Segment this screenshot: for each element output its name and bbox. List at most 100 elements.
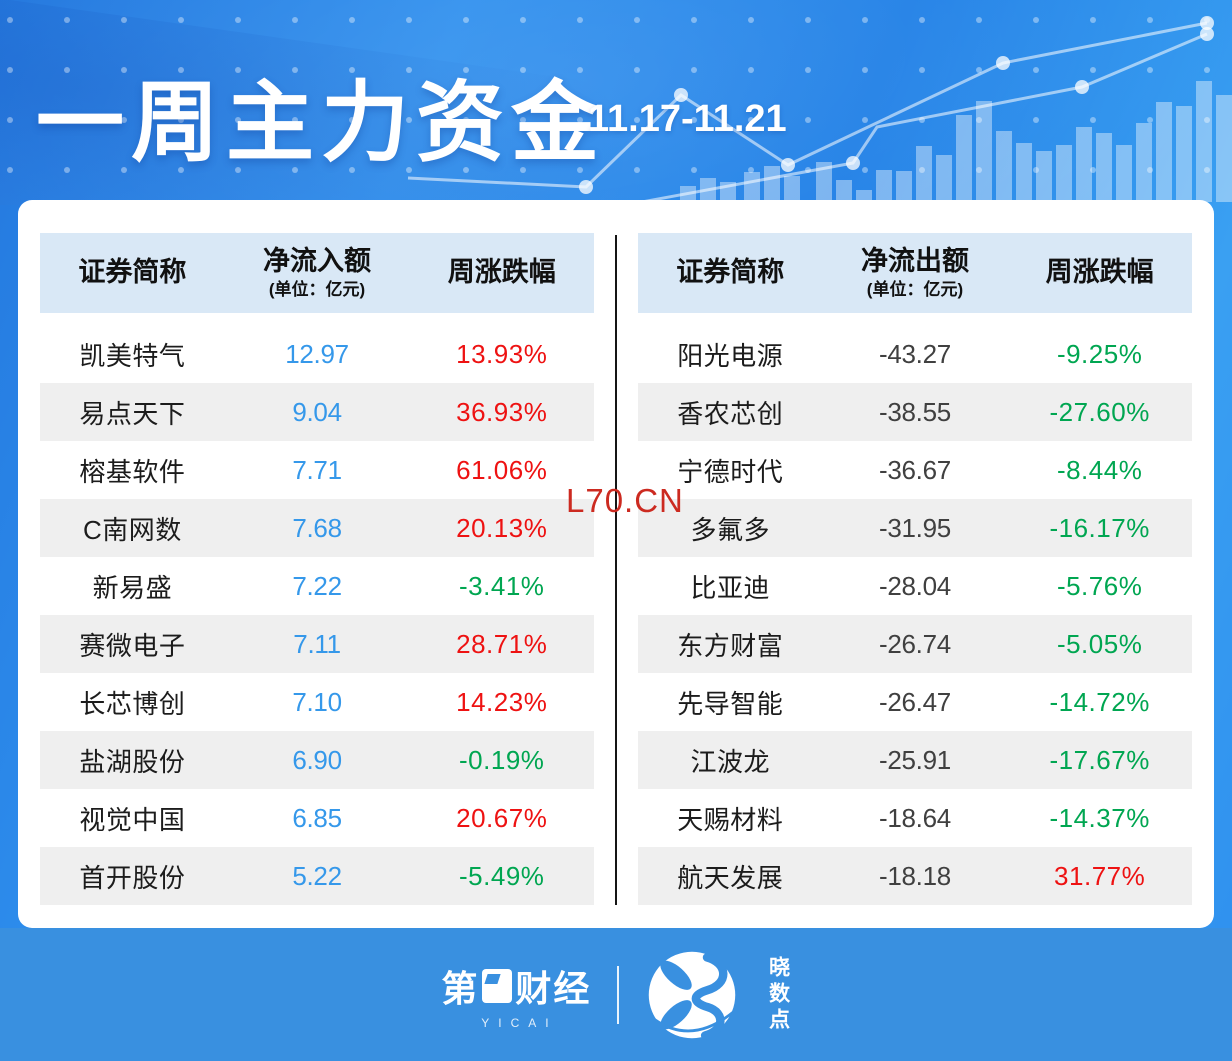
table-divider-line <box>615 235 618 905</box>
banner-chart-decoration <box>0 0 1232 205</box>
stock-name: 天赐材料 <box>677 804 784 835</box>
weekly-change-value: 13.93% <box>456 338 548 369</box>
column-header-change: 周涨跌幅 <box>1045 257 1154 288</box>
table-row: 视觉中国 6.85 20.67% <box>40 789 594 847</box>
footer: 第 财经 YICAI 晓数点 <box>0 928 1232 1061</box>
stock-name: 盐湖股份 <box>79 746 186 777</box>
table-row: 凯美特气 12.97 13.93% <box>40 325 594 383</box>
table-row: 香农芯创 -38.55 -27.60% <box>637 383 1192 441</box>
stock-name: 比亚迪 <box>690 572 771 603</box>
table-row: 天赐材料 -18.64 -14.37% <box>638 789 1192 847</box>
stock-name: C南网数 <box>82 514 182 545</box>
table-row: 长芯博创 7.10 14.23% <box>40 673 594 731</box>
weekly-change-value: -9.25% <box>1056 338 1143 369</box>
date-range: 11.17-11.21 <box>588 98 787 140</box>
net-outflow-table-body: 阳光电源 -43.27 -9.25% 香农芯创 -38.55 -27.60% 宁… <box>637 325 1192 905</box>
table-row: 江波龙 -25.91 -17.67% <box>637 731 1192 789</box>
net-amount-value: 6.90 <box>292 744 342 775</box>
stock-name: 东方财富 <box>677 630 784 661</box>
table-row: 东方财富 -26.74 -5.05% <box>637 615 1192 673</box>
table-row: 比亚迪 -28.04 -5.76% <box>638 557 1192 615</box>
column-header-amount: 净流出额 (单位：亿元) <box>823 246 1008 299</box>
net-inflow-table-header: 证券简称 净流入额 (单位：亿元) 周涨跌幅 <box>40 233 595 313</box>
table-row: 多氟多 -31.95 -16.17% <box>637 499 1192 557</box>
weekly-change-value: -14.37% <box>1049 802 1150 833</box>
table-row: 宁德时代 -36.67 -8.44% <box>638 441 1192 499</box>
footer-divider-line <box>617 965 620 1024</box>
table-row: 航天发展 -18.18 31.77% <box>637 847 1192 905</box>
table-row: 榕基软件 7.71 61.06% <box>40 441 594 499</box>
page-title: 一周主力资金 <box>36 73 607 172</box>
stock-name: 赛微电子 <box>79 630 186 661</box>
net-amount-value: 9.04 <box>292 396 342 427</box>
stock-name: 长芯博创 <box>79 688 186 719</box>
net-amount-value: -18.64 <box>878 802 951 833</box>
stock-name: 阳光电源 <box>677 340 784 371</box>
net-amount-value: 7.22 <box>292 570 342 601</box>
yicai-logo-box-icon <box>482 968 513 1003</box>
column-header-amount: 净流入额 (单位：亿元) <box>225 246 410 299</box>
net-amount-value: 7.71 <box>292 454 342 485</box>
weekly-change-value: -5.49% <box>459 860 545 891</box>
net-inflow-table-body: 凯美特气 12.97 13.93% 易点天下 9.04 36.93% 榕基软件 … <box>40 325 595 905</box>
weekly-change-value: -17.67% <box>1049 744 1150 775</box>
column-header-unit: (单位：亿元) <box>268 279 366 299</box>
weekly-change-value: 31.77% <box>1054 860 1146 891</box>
stock-name: 先导智能 <box>677 688 784 719</box>
weekly-change-value: 28.71% <box>456 628 548 659</box>
weekly-change-value: -5.05% <box>1056 628 1143 659</box>
net-inflow-table: 证券简称 净流入额 (单位：亿元) 周涨跌幅 凯美特气 12.97 13.93% <box>40 233 595 905</box>
weekly-change-value: -5.76% <box>1056 570 1143 601</box>
table-row: 新易盛 7.22 -3.41% <box>40 557 594 615</box>
table-row: C南网数 7.68 20.13% <box>40 499 595 557</box>
net-amount-value: -43.27 <box>878 338 951 369</box>
net-amount-value: -36.67 <box>878 454 951 485</box>
net-amount-value: -28.04 <box>878 570 951 601</box>
table-row: 盐湖股份 6.90 -0.19% <box>40 731 595 789</box>
stock-name: 凯美特气 <box>79 340 186 371</box>
data-card: 证券简称 净流入额 (单位：亿元) 周涨跌幅 凯美特气 12.97 13.93% <box>18 200 1214 928</box>
net-amount-value: 7.68 <box>292 512 342 543</box>
weekly-change-value: -0.19% <box>459 744 545 775</box>
net-amount-value: 7.10 <box>292 686 342 717</box>
net-outflow-table: 证券简称 净流出额 (单位：亿元) 周涨跌幅 阳光电源 -43.27 -9.25… <box>637 233 1192 905</box>
stock-name: 航天发展 <box>677 862 784 893</box>
yicai-logo-char-pre: 第 <box>441 967 480 1009</box>
weekly-change-value: -3.41% <box>459 570 545 601</box>
xiaoshudian-logo-icon <box>649 951 736 1040</box>
weekly-change-value: 36.93% <box>456 396 548 427</box>
weekly-change-value: -8.44% <box>1056 454 1143 485</box>
yicai-logo-char-post: 财经 <box>515 967 592 1009</box>
table-row: 先导智能 -26.47 -14.72% <box>638 673 1192 731</box>
stock-name: 多氟多 <box>690 514 771 545</box>
weekly-change-value: 20.67% <box>456 802 548 833</box>
net-amount-value: -31.95 <box>878 512 951 543</box>
stock-name: 易点天下 <box>79 398 186 429</box>
column-header-change: 周涨跌幅 <box>447 257 556 288</box>
net-amount-value: 5.22 <box>292 860 342 891</box>
column-header-unit: (单位：亿元) <box>866 279 964 299</box>
net-amount-value: -25.91 <box>878 744 951 775</box>
table-row: 易点天下 9.04 36.93% <box>40 383 595 441</box>
stock-name: 香农芯创 <box>677 398 784 429</box>
watermark: L70.CN <box>566 482 684 519</box>
weekly-change-value: 20.13% <box>456 512 548 543</box>
weekly-change-value: -16.17% <box>1049 512 1150 543</box>
stock-name: 新易盛 <box>92 572 173 603</box>
stock-name: 榕基软件 <box>79 456 186 487</box>
stock-name: 江波龙 <box>690 746 771 777</box>
net-amount-value: -26.47 <box>878 686 951 717</box>
weekly-change-value: 61.06% <box>456 454 548 485</box>
column-header-name: 证券简称 <box>78 257 187 288</box>
stock-name: 首开股份 <box>79 862 186 893</box>
net-amount-value: 7.11 <box>293 628 341 659</box>
table-row: 首开股份 5.22 -5.49% <box>40 847 595 905</box>
stock-name: 视觉中国 <box>79 804 186 835</box>
xiaoshudian-logo-text: 晓数点 <box>766 955 790 1034</box>
weekly-change-value: -27.60% <box>1049 396 1150 427</box>
net-amount-value: -18.18 <box>878 860 951 891</box>
banner: 一周主力资金 11.17-11.21 <box>0 0 1232 205</box>
yicai-logo-latin: YICAI <box>481 1015 558 1030</box>
net-amount-value: 12.97 <box>285 338 349 369</box>
weekly-change-value: 14.23% <box>456 686 548 717</box>
